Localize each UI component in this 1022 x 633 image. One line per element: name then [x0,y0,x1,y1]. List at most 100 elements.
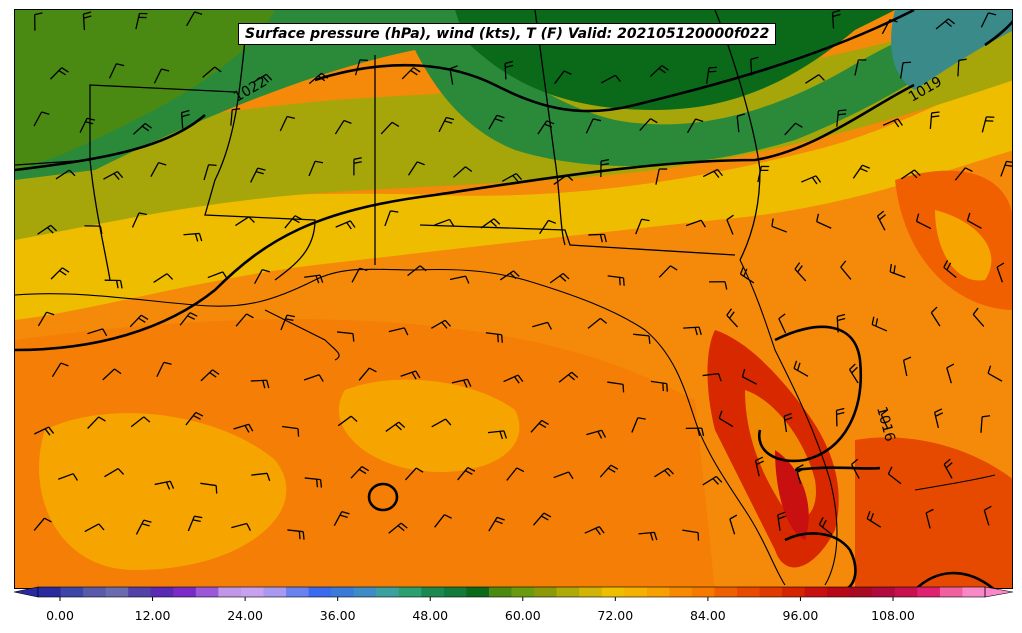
coastline-delta [264,309,340,361]
wind-barb-flag [610,464,619,470]
wind-barb-shaft [537,120,548,135]
colorbar-tick-label: 24.00 [227,608,264,623]
wind-barb-flag [600,162,609,166]
wind-barb-flag [248,216,255,223]
wind-barb-flag [859,167,868,173]
wind-barb-shaft [154,480,171,486]
wind-barb-shaft [1000,161,1008,177]
wind-barb-shaft [488,517,498,532]
wind-barb-shaft [649,65,663,78]
wind-barb-shaft [250,379,267,382]
wind-barb-flag [444,319,451,327]
wind-barb-flag [717,373,722,382]
wind-barb-flag [266,473,271,482]
colorbar-cell [894,587,918,597]
wind-barb-flag [361,465,370,472]
wind-barb-flag [1006,160,1012,163]
wind-barb-shaft [740,273,755,284]
wind-barb-flag [795,122,803,128]
wind-barb-shaft [840,266,852,280]
wind-barb-flag [41,111,50,115]
wind-barb-flag [194,11,203,16]
wind-barb-shaft [506,467,518,481]
wind-barb-shaft [633,333,650,337]
wind-barb-flag [286,314,295,318]
wind-barb-flag [319,274,324,283]
wind-barb-flag [86,117,96,121]
wind-barb-flag [98,523,105,531]
wind-barb-shaft [599,464,612,478]
wind-barb-flag [244,425,250,433]
wind-barb-shaft [794,268,807,282]
wind-barb-shaft [87,328,103,335]
wind-barb-shaft [304,477,321,481]
wind-barb-flag [887,466,893,475]
wind-barb-shaft [554,70,565,85]
wind-barb-shaft [658,265,671,278]
isobars [15,10,1012,588]
colorbar-cell [263,587,287,597]
wind-barb-flag [163,361,172,365]
colorbar-cell [376,587,400,597]
wind-barb-shaft [230,109,233,126]
colorbar-cell [353,587,377,597]
colorbar-cell [556,587,580,597]
isobar-1022-west [15,114,206,172]
wind-barb-shaft [303,374,320,381]
wind-barb-flag [192,519,201,522]
isobar-1019-edge [984,20,1012,47]
wind-barb-shaft [150,162,160,177]
wind-barb-flag [641,218,650,222]
wind-barb-shaft [981,116,987,133]
wind-barb-flag [983,505,992,511]
wind-barb-shaft [585,118,594,134]
wind-barb-shaft [816,221,832,229]
wind-barb-flag [297,428,300,437]
wind-barb-shaft [726,219,734,235]
wind-barb-shaft [685,219,702,227]
wind-barb-flag [756,460,764,466]
wind-barb-flag [875,318,879,327]
wind-barb-flag [494,520,503,525]
colorbar-cell [579,587,603,597]
isobar-1016-florida [757,325,863,463]
wind-barb-shaft [187,515,195,532]
wind-barb-flag [138,317,146,323]
wind-barb-flag [750,56,759,61]
wind-barb-shaft [50,67,63,80]
wind-barb-flag [862,164,871,169]
wind-barb-shaft [186,11,196,27]
wind-barb-shaft [902,360,908,377]
colorbar-cell [601,587,625,597]
wind-barb-flag [794,262,801,270]
wind-barb-flag [85,121,94,125]
wind-barb-shaft [401,67,414,80]
wind-barb-flag [99,226,103,235]
colorbar-cell [782,587,806,597]
wind-barb-shaft [254,269,263,284]
colorbar-cell [105,587,129,597]
wind-barb-flag [58,70,66,76]
colorbar-cell [962,587,986,597]
wind-barb-flag [83,11,92,15]
colorbar-cell [421,587,445,597]
wind-barb-shaft [451,378,468,384]
wind-barb-flag [265,73,273,81]
wind-barb-flag [925,508,934,514]
wind-barb-flag [717,169,723,177]
wind-barb-flag [463,379,468,388]
wind-barb-flag [143,519,152,523]
wind-barb-flag [866,510,871,519]
wind-barb-flag [972,307,979,315]
wind-barb-flag [595,527,601,536]
wind-barb-flag [910,171,918,179]
wind-barb-shaft [702,475,717,486]
wind-barb-shaft [503,374,519,383]
wind-barb-flag [622,277,625,286]
wind-barb-flag [541,419,549,426]
wind-barb-shaft [252,73,267,84]
wind-barb-flag [215,485,218,494]
colorbar-cell [443,587,467,597]
wind-barb-shaft [900,169,915,180]
wind-barb-flag [98,416,106,422]
